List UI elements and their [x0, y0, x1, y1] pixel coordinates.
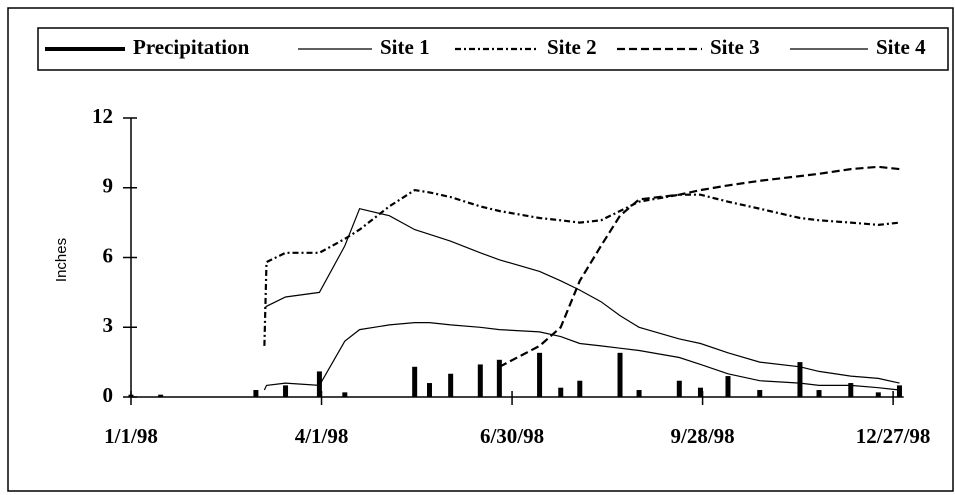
legend-label: Precipitation — [133, 35, 250, 59]
series-line — [498, 165, 900, 368]
precipitation-bar — [537, 352, 543, 397]
precipitation-bar — [477, 364, 483, 397]
legend-label: Site 3 — [710, 35, 760, 59]
x-tick-label: 4/1/98 — [295, 424, 349, 448]
precipitation-bar — [757, 390, 763, 397]
x-tick-label: 6/30/98 — [480, 424, 544, 448]
precipitation-bar — [426, 383, 432, 397]
legend-label: Site 2 — [547, 35, 597, 59]
precipitation-bar — [697, 387, 703, 397]
precipitation-bar — [412, 366, 418, 397]
precipitation-bar — [253, 390, 259, 397]
y-tick-label: 3 — [103, 313, 114, 337]
x-tick-label: 12/27/98 — [856, 424, 931, 448]
legend-label: Site 4 — [876, 35, 926, 59]
precipitation-bar — [797, 362, 803, 397]
precipitation-bar — [676, 380, 682, 397]
precipitation-bar — [577, 380, 583, 397]
precipitation-bar — [896, 385, 902, 397]
precipitation-bar — [725, 376, 731, 397]
precipitation-bar — [636, 390, 642, 397]
precipitation-bar — [816, 390, 822, 397]
x-tick-label: 1/1/98 — [104, 424, 158, 448]
series-line — [263, 322, 900, 391]
series-line — [263, 207, 900, 384]
y-tick-label: 0 — [103, 383, 114, 407]
y-tick-label: 6 — [103, 243, 114, 267]
precipitation-bar — [342, 392, 348, 397]
x-tick-label: 9/28/98 — [671, 424, 735, 448]
precipitation-bar — [283, 385, 289, 397]
precipitation-bar — [158, 394, 164, 397]
precipitation-bar — [128, 394, 134, 397]
series-line — [263, 188, 900, 346]
precipitation-bar — [448, 373, 454, 397]
precipitation-bar — [617, 352, 623, 397]
precipitation-bar — [848, 383, 854, 397]
frame — [7, 7, 954, 492]
precipitation-bar — [558, 387, 564, 397]
y-tick-label: 9 — [103, 174, 114, 198]
precipitation-bar — [875, 392, 881, 397]
precipitation-bar — [496, 359, 502, 397]
y-tick-label: 12 — [92, 104, 113, 128]
y-axis-label: Inches — [53, 238, 70, 282]
legend-label: Site 1 — [380, 35, 430, 59]
